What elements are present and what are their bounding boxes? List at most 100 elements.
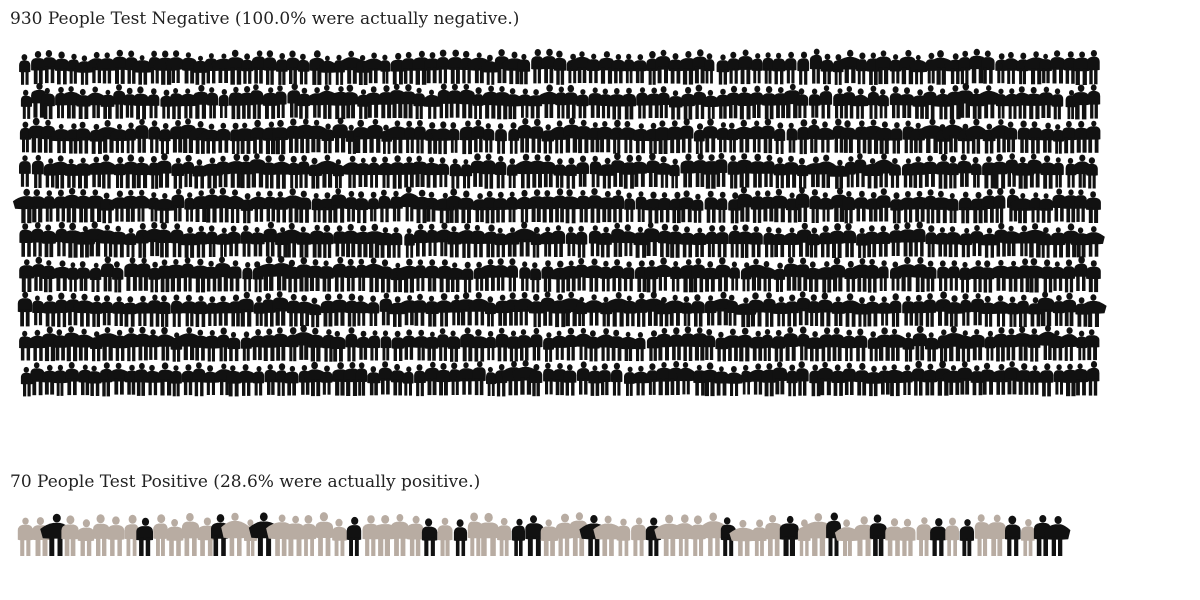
false-positive-person-icon bbox=[77, 519, 95, 556]
negative-person-icon bbox=[1016, 363, 1031, 395]
negative-person-icon bbox=[449, 122, 460, 153]
negative-person-icon bbox=[925, 332, 939, 362]
negative-person-icon bbox=[78, 364, 92, 396]
negative-person-icon bbox=[617, 331, 640, 361]
negative-person-icon bbox=[1086, 260, 1101, 293]
negative-person-icon bbox=[970, 329, 985, 361]
negative-person-icon bbox=[856, 52, 867, 85]
negative-person-icon bbox=[537, 84, 561, 118]
negative-person-icon bbox=[563, 117, 580, 153]
negative-person-icon bbox=[937, 260, 950, 291]
negative-person-icon bbox=[923, 293, 937, 327]
negative-person-icon bbox=[319, 55, 338, 85]
negative-person-icon bbox=[576, 155, 589, 187]
positive-people-row bbox=[17, 512, 1071, 556]
negative-person-icon bbox=[644, 222, 660, 256]
negative-person-icon bbox=[844, 156, 856, 188]
negative-person-icon bbox=[425, 259, 439, 292]
negative-person-icon bbox=[680, 51, 696, 85]
negative-person-icon bbox=[876, 121, 892, 154]
negative-person-icon bbox=[238, 291, 254, 327]
negative-person-icon bbox=[632, 154, 647, 187]
negative-person-icon bbox=[262, 293, 276, 327]
negative-person-icon bbox=[529, 118, 544, 153]
negative-person-icon bbox=[576, 361, 590, 395]
negative-person-icon bbox=[356, 157, 370, 187]
negative-person-icon bbox=[633, 226, 649, 258]
negative-person-icon bbox=[517, 329, 531, 361]
negative-person-icon bbox=[956, 83, 974, 118]
negative-person-icon bbox=[693, 123, 705, 154]
negative-person-icon bbox=[785, 294, 799, 327]
negative-person-icon bbox=[378, 189, 391, 223]
negative-person-icon bbox=[622, 87, 636, 120]
negative-person-icon bbox=[249, 153, 266, 188]
negative-person-icon bbox=[385, 120, 411, 154]
negative-person-icon bbox=[553, 363, 567, 396]
negative-person-icon bbox=[30, 362, 45, 396]
negative-person-icon bbox=[250, 119, 265, 154]
negative-person-icon bbox=[19, 54, 31, 85]
negative-person-icon bbox=[598, 226, 612, 258]
negative-person-icon bbox=[184, 192, 195, 222]
negative-person-icon bbox=[287, 83, 301, 118]
negative-person-icon bbox=[124, 227, 137, 257]
negative-person-icon bbox=[20, 89, 32, 119]
negative-person-icon bbox=[959, 191, 972, 224]
negative-person-icon bbox=[1029, 192, 1042, 223]
negative-person-icon bbox=[459, 83, 475, 119]
negative-person-icon bbox=[43, 294, 58, 327]
negative-person-icon bbox=[530, 262, 541, 293]
negative-person-icon bbox=[193, 295, 208, 327]
negative-person-icon bbox=[564, 84, 578, 119]
negative-person-icon bbox=[693, 84, 707, 119]
negative-person-icon bbox=[122, 296, 137, 327]
negative-person-icon bbox=[113, 84, 126, 119]
negative-person-icon bbox=[748, 292, 764, 327]
negative-person-icon bbox=[865, 295, 880, 327]
negative-person-icon bbox=[555, 86, 567, 119]
negative-person-icon bbox=[564, 327, 577, 361]
negative-person-icon bbox=[75, 157, 91, 189]
negative-person-icon bbox=[296, 226, 312, 258]
false-positive-person-icon bbox=[974, 514, 990, 556]
negative-person-icon bbox=[714, 366, 729, 396]
negative-person-icon bbox=[227, 331, 241, 362]
negative-person-icon bbox=[194, 225, 208, 258]
negative-person-icon bbox=[345, 190, 357, 222]
negative-person-icon bbox=[817, 361, 834, 396]
negative-person-icon bbox=[28, 117, 45, 153]
negative-person-icon bbox=[241, 53, 254, 84]
negative-person-icon bbox=[829, 223, 845, 258]
negative-person-icon bbox=[380, 54, 391, 84]
negative-person-icon bbox=[235, 364, 257, 396]
negative-person-icon bbox=[76, 189, 91, 223]
negative-person-icon bbox=[729, 261, 740, 291]
true-positive-person-icon bbox=[511, 518, 525, 556]
negative-person-icon bbox=[1017, 120, 1031, 153]
negative-person-icon bbox=[912, 294, 926, 326]
negative-person-icon bbox=[588, 87, 603, 118]
negative-person-icon bbox=[1086, 191, 1101, 223]
negative-person-icon bbox=[135, 118, 149, 153]
negative-person-icon bbox=[171, 157, 185, 189]
negative-person-icon bbox=[884, 328, 907, 361]
negative-person-icon bbox=[332, 117, 348, 153]
negative-person-icon bbox=[378, 227, 394, 258]
negative-person-icon bbox=[655, 120, 671, 154]
negative-person-icon bbox=[749, 85, 764, 118]
negative-person-icon bbox=[193, 55, 208, 85]
negative-person-icon bbox=[610, 259, 624, 292]
negative-person-icon bbox=[158, 295, 171, 327]
negative-person-icon bbox=[960, 293, 972, 326]
negative-person-icon bbox=[819, 327, 833, 362]
negative-person-icon bbox=[763, 226, 776, 258]
true-positive-person-icon bbox=[869, 514, 887, 556]
negative-person-icon bbox=[96, 52, 118, 84]
negative-person-icon bbox=[207, 87, 218, 119]
negative-person-icon bbox=[902, 332, 915, 362]
negative-person-icon bbox=[692, 49, 708, 84]
negative-person-icon bbox=[889, 86, 902, 119]
false-positive-person-icon bbox=[332, 518, 347, 556]
negative-person-icon bbox=[123, 87, 136, 118]
